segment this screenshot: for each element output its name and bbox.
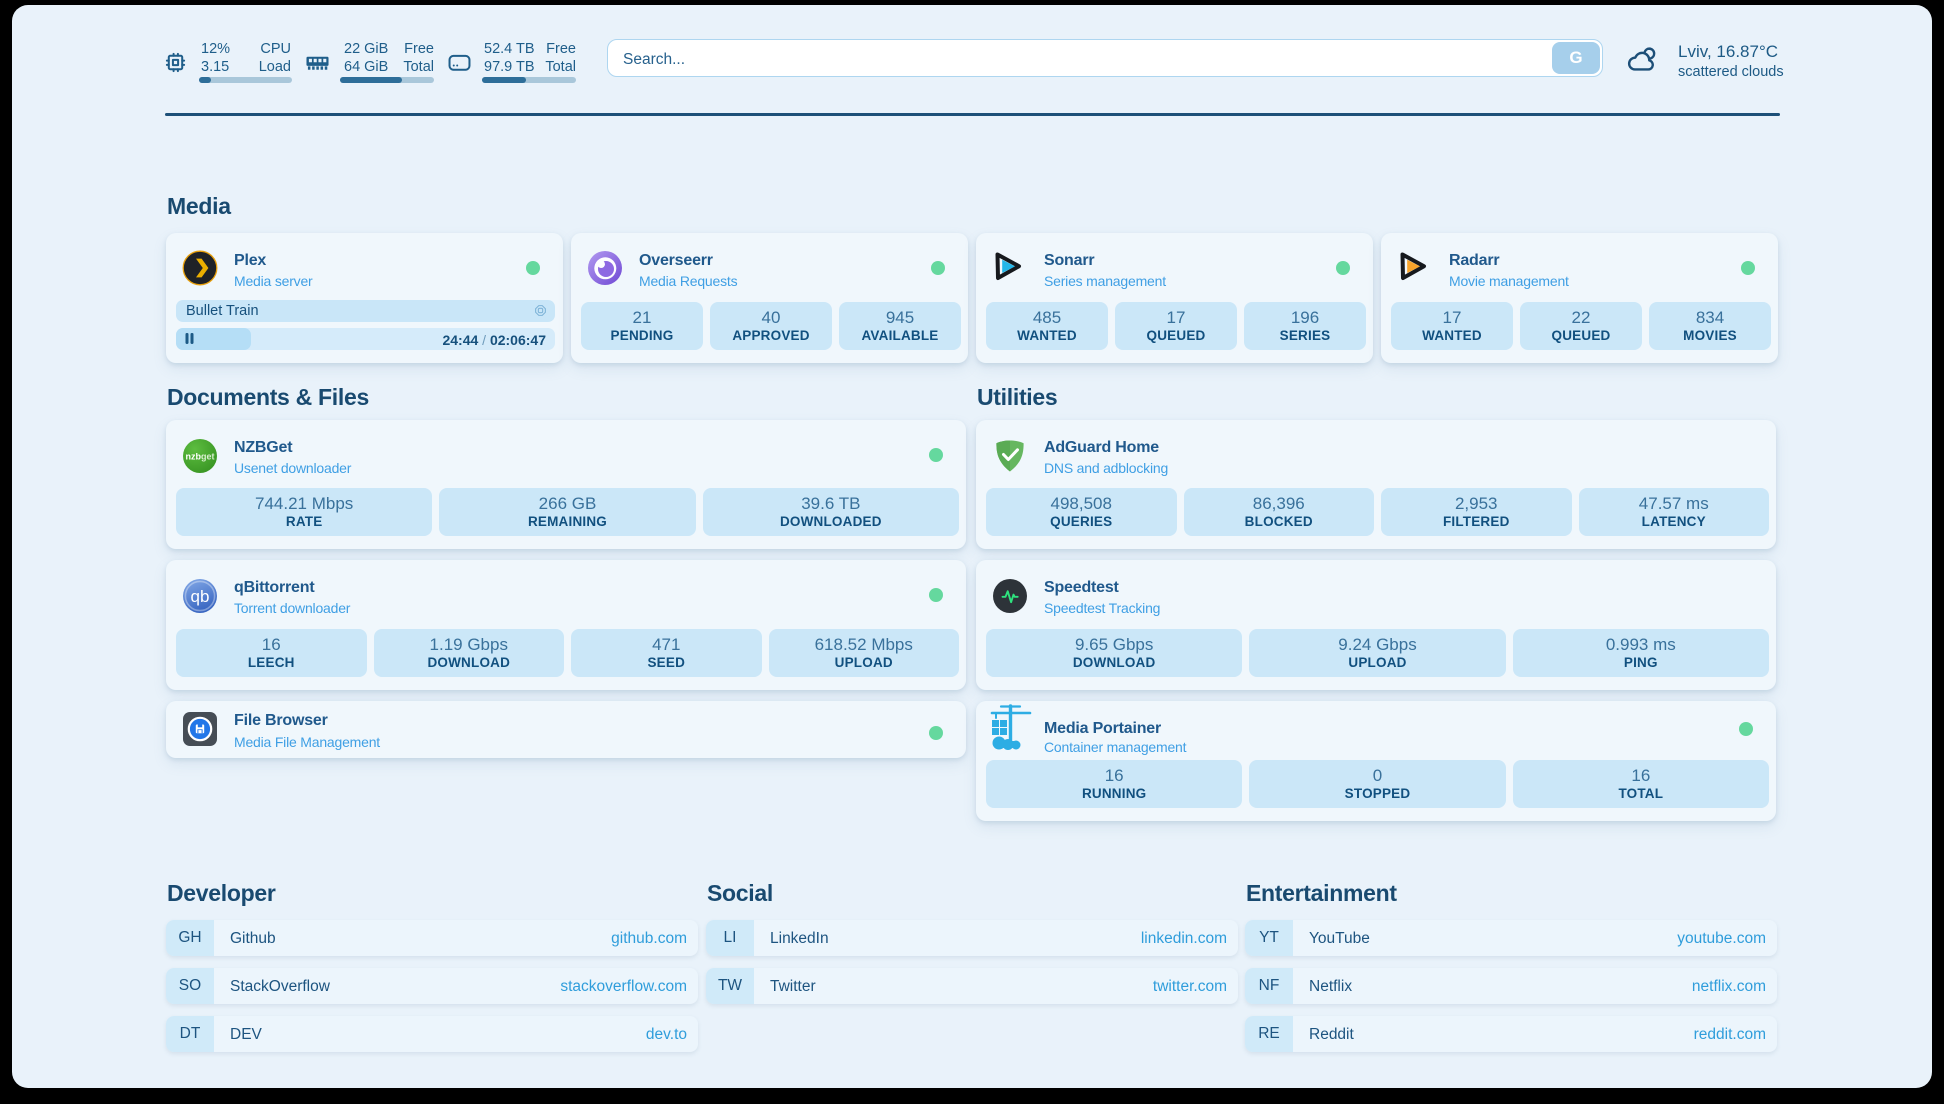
svg-text:qb: qb [191,587,210,606]
svg-text:nzbget: nzbget [186,452,215,462]
